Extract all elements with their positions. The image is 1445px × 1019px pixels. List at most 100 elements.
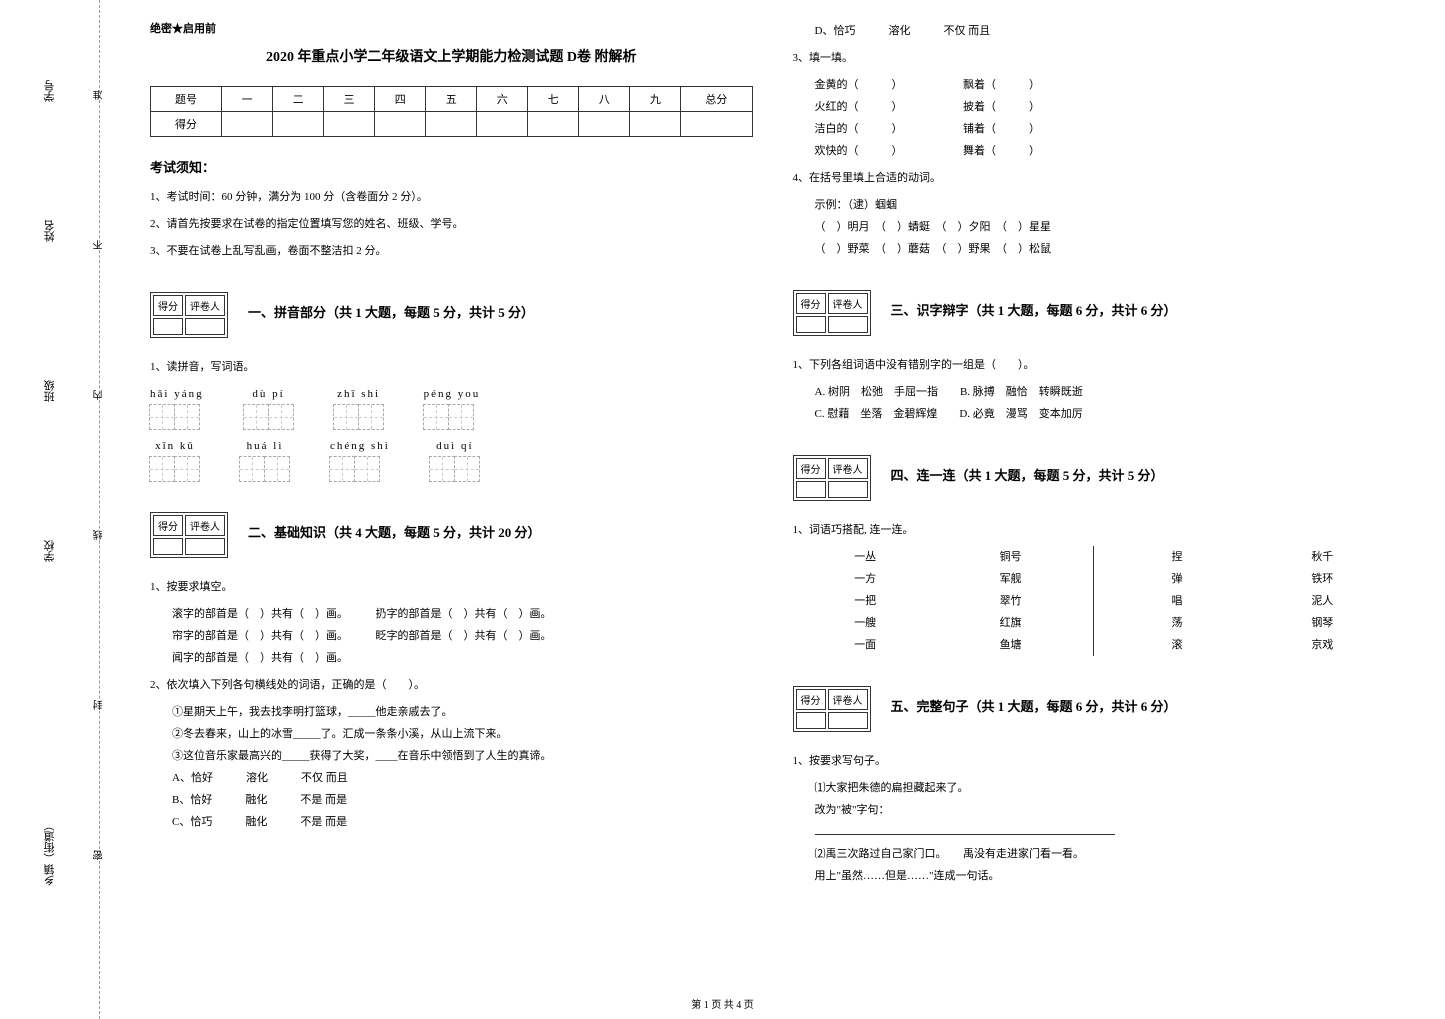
th-cell: 总分 bbox=[681, 87, 752, 112]
match-row: 一把翠竹唱泥人 bbox=[793, 590, 1396, 612]
pinyin-item: chéng shì bbox=[330, 440, 390, 482]
tianzige-cell bbox=[329, 456, 355, 482]
pinyin-item: huá lì bbox=[240, 440, 290, 482]
option-line: A、恰好 溶化 不仅 而且 bbox=[150, 767, 753, 789]
question-label: 1、按要求写句子。 bbox=[793, 750, 1396, 772]
fill-line: 闻字的部首是（ ）共有（ ）画。 bbox=[150, 647, 753, 669]
empty-cell bbox=[153, 318, 183, 335]
secret-label: 绝密★启用前 bbox=[150, 20, 753, 36]
match-cell: 一面 bbox=[793, 634, 938, 656]
pinyin-label: huá lì bbox=[240, 440, 290, 452]
empty-cell bbox=[828, 316, 868, 333]
example-line: 示例：（逮）蝈蝈 bbox=[793, 194, 1396, 216]
binding-marker: 线 bbox=[92, 530, 107, 540]
tianzige-cell bbox=[239, 456, 265, 482]
fill-line: 洁白的（ ） 铺着（ ） bbox=[793, 118, 1396, 140]
tianzige-cell bbox=[358, 404, 384, 430]
section-title: 四、连一连（共 1 大题，每题 5 分，共计 5 分） bbox=[891, 465, 1164, 484]
fill-line: 帘字的部首是（ ）共有（ ）画。 眨字的部首是（ ）共有（ ）画。 bbox=[150, 625, 753, 647]
tianzige-cell bbox=[174, 404, 200, 430]
tianzige-box bbox=[334, 404, 384, 430]
req-text: 改为"被"字句： bbox=[815, 804, 890, 816]
th-cell: 题号 bbox=[151, 87, 222, 112]
match-cell: 滚 bbox=[1104, 634, 1249, 656]
pinyin-label: duì qí bbox=[430, 440, 480, 452]
match-row: 一艘红旗荡钢琴 bbox=[793, 612, 1396, 634]
grader-cell: 评卷人 bbox=[185, 515, 225, 536]
match-cell: 铜号 bbox=[938, 546, 1083, 568]
td-cell bbox=[324, 112, 375, 137]
grader-cell: 评卷人 bbox=[185, 295, 225, 316]
match-row: 一面鱼塘滚京戏 bbox=[793, 634, 1396, 656]
option-line: C、恰巧 融化 不是 而是 bbox=[150, 811, 753, 833]
tianzige-cell bbox=[454, 456, 480, 482]
match-cell: 鱼塘 bbox=[938, 634, 1083, 656]
match-grid: 一丛铜号捏秋千一方军舰弹铁环一把翠竹唱泥人一艘红旗荡钢琴一面鱼塘滚京戏 bbox=[793, 546, 1396, 656]
match-cell: 一方 bbox=[793, 568, 938, 590]
sub-requirement: 改为"被"字句： bbox=[793, 799, 1396, 821]
fill-line: ③这位音乐家最高兴的_____获得了大奖，____在音乐中领悟到了人生的真谛。 bbox=[150, 745, 753, 767]
score-table: 题号 一 二 三 四 五 六 七 八 九 总分 得分 bbox=[150, 86, 753, 137]
grader-box: 得分评卷人 bbox=[150, 512, 228, 558]
pinyin-item: xīn kǔ bbox=[150, 440, 200, 482]
pinyin-label: péng you bbox=[424, 388, 481, 400]
match-cell: 军舰 bbox=[938, 568, 1083, 590]
empty-cell bbox=[796, 712, 826, 729]
question-label: 1、下列各组词语中没有错别字的一组是（ ）。 bbox=[793, 354, 1396, 376]
empty-cell bbox=[185, 538, 225, 555]
match-cell: 一丛 bbox=[793, 546, 938, 568]
pinyin-item: dù pí bbox=[244, 388, 294, 430]
binding-marker: 密 bbox=[92, 850, 107, 860]
pinyin-item: hǎi yáng bbox=[150, 388, 204, 430]
pinyin-grid: hǎi yáng dù pí zhī shi péng you xīn kǔ huá lì… bbox=[150, 388, 753, 482]
section-title: 一、拼音部分（共 1 大题，每题 5 分，共计 5 分） bbox=[248, 302, 534, 321]
binding-marker: 不 bbox=[92, 240, 107, 250]
sub-question: ⑵禹三次路过自己家门口。 禹没有走进家门看一看。 bbox=[793, 843, 1396, 865]
th-cell: 六 bbox=[477, 87, 528, 112]
match-separator bbox=[1093, 590, 1094, 612]
fill-line: 欢快的（ ） 舞着（ ） bbox=[793, 140, 1396, 162]
score-cell: 得分 bbox=[153, 295, 183, 316]
grader-box: 得分评卷人 bbox=[793, 686, 871, 732]
th-cell: 二 bbox=[273, 87, 324, 112]
notice-item: 2、请首先按要求在试卷的指定位置填写您的姓名、班级、学号。 bbox=[150, 213, 753, 235]
td-cell bbox=[273, 112, 324, 137]
th-cell: 七 bbox=[528, 87, 579, 112]
grader-cell: 评卷人 bbox=[828, 458, 868, 479]
fill-line: ②冬去春来，山上的冰雪_____了。汇成一条条小溪，从山上流下来。 bbox=[150, 723, 753, 745]
tianzige-box bbox=[430, 456, 480, 482]
match-cell: 一把 bbox=[793, 590, 938, 612]
grader-cell: 评卷人 bbox=[828, 293, 868, 314]
tianzige-cell bbox=[354, 456, 380, 482]
match-row: 一方军舰弹铁环 bbox=[793, 568, 1396, 590]
notice-title: 考试须知： bbox=[150, 157, 753, 176]
binding-label-school: 学校 bbox=[42, 540, 58, 562]
grader-cell: 评卷人 bbox=[828, 689, 868, 710]
binding-margin: 乡镇（街道） 学校 班级 姓名 学号 密 封 线 内 不 准 bbox=[0, 0, 100, 1019]
pinyin-label: zhī shi bbox=[334, 388, 384, 400]
td-cell bbox=[579, 112, 630, 137]
match-cell: 弹 bbox=[1104, 568, 1249, 590]
question-label: 1、词语巧搭配, 连一连。 bbox=[793, 519, 1396, 541]
pinyin-label: xīn kǔ bbox=[150, 440, 200, 452]
option-line: A. 树阴 松弛 手屈一指 B. 脉搏 融恰 转瞬既逝 bbox=[793, 381, 1396, 403]
content-area: 绝密★启用前 2020 年重点小学二年级语文上学期能力检测试题 D卷 附解析 题… bbox=[100, 0, 1445, 1019]
tianzige-cell bbox=[268, 404, 294, 430]
empty-cell bbox=[796, 481, 826, 498]
td-cell bbox=[222, 112, 273, 137]
exam-title: 2020 年重点小学二年级语文上学期能力检测试题 D卷 附解析 bbox=[150, 46, 753, 66]
td-cell bbox=[681, 112, 752, 137]
th-cell: 三 bbox=[324, 87, 375, 112]
match-cell: 荡 bbox=[1104, 612, 1249, 634]
section-header: 得分评卷人 一、拼音部分（共 1 大题，每题 5 分，共计 5 分） bbox=[150, 277, 753, 346]
th-cell: 五 bbox=[426, 87, 477, 112]
grader-box: 得分评卷人 bbox=[150, 292, 228, 338]
match-cell: 铁环 bbox=[1250, 568, 1395, 590]
match-separator bbox=[1093, 612, 1094, 634]
td-cell bbox=[528, 112, 579, 137]
empty-cell bbox=[796, 316, 826, 333]
tianzige-cell bbox=[264, 456, 290, 482]
match-separator bbox=[1093, 546, 1094, 568]
question-label: 1、读拼音，写词语。 bbox=[150, 356, 753, 378]
match-cell: 红旗 bbox=[938, 612, 1083, 634]
